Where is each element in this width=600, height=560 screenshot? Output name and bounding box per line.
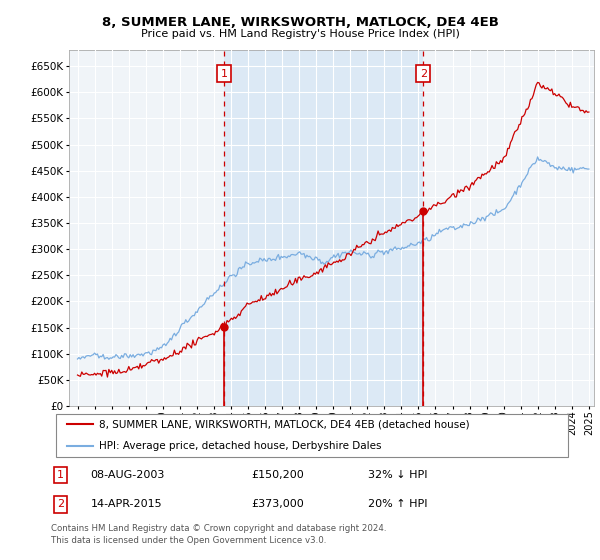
FancyBboxPatch shape: [56, 414, 568, 457]
Text: 8, SUMMER LANE, WIRKSWORTH, MATLOCK, DE4 4EB (detached house): 8, SUMMER LANE, WIRKSWORTH, MATLOCK, DE4…: [98, 419, 469, 430]
Text: 08-AUG-2003: 08-AUG-2003: [91, 470, 165, 480]
Text: HPI: Average price, detached house, Derbyshire Dales: HPI: Average price, detached house, Derb…: [98, 441, 381, 451]
Text: 1: 1: [57, 470, 64, 480]
Text: 32% ↓ HPI: 32% ↓ HPI: [368, 470, 427, 480]
Text: £150,200: £150,200: [251, 470, 304, 480]
Text: £373,000: £373,000: [251, 500, 304, 510]
Text: 20% ↑ HPI: 20% ↑ HPI: [368, 500, 427, 510]
Text: 8, SUMMER LANE, WIRKSWORTH, MATLOCK, DE4 4EB: 8, SUMMER LANE, WIRKSWORTH, MATLOCK, DE4…: [101, 16, 499, 29]
Text: Price paid vs. HM Land Registry's House Price Index (HPI): Price paid vs. HM Land Registry's House …: [140, 29, 460, 39]
Bar: [224, 50, 423, 406]
Text: 14-APR-2015: 14-APR-2015: [91, 500, 162, 510]
Text: 2: 2: [419, 68, 427, 78]
Text: 1: 1: [221, 68, 227, 78]
Text: 2: 2: [57, 500, 64, 510]
Text: Contains HM Land Registry data © Crown copyright and database right 2024.
This d: Contains HM Land Registry data © Crown c…: [51, 524, 386, 545]
